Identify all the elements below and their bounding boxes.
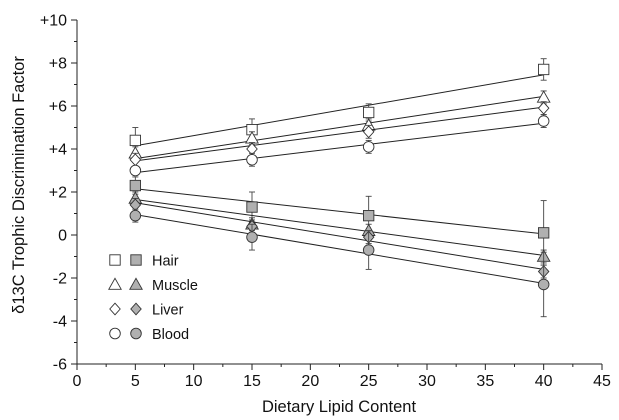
x-tick-label: 30 bbox=[418, 373, 436, 390]
x-axis-title: Dietary Lipid Content bbox=[262, 398, 416, 416]
x-tick-label: 10 bbox=[185, 373, 203, 390]
plot-area: 0 5 10 15 20 25 30 35 40 45 -6 -4 -2 0 +2 +4 +6 +8 +10 Hair… bbox=[40, 13, 611, 391]
blood-filled-fit-line bbox=[135, 214, 544, 284]
liver-open-point bbox=[362, 125, 375, 139]
liver-open-fit-line bbox=[135, 106, 544, 162]
muscle-filled-fit-line bbox=[135, 199, 544, 256]
hair-open-point bbox=[538, 63, 550, 76]
x-tick-label: 45 bbox=[593, 373, 611, 390]
legend-blood-label: Blood bbox=[152, 327, 189, 343]
y-tick-label: -6 bbox=[53, 357, 67, 374]
blood-filled-point bbox=[129, 209, 142, 222]
x-tick-label: 40 bbox=[535, 373, 553, 390]
y-tick-label: +10 bbox=[40, 13, 67, 30]
legend-liver-label: Liver bbox=[152, 303, 184, 319]
legend-liver-open-marker bbox=[109, 302, 121, 316]
hair-filled-point bbox=[538, 227, 550, 239]
blood-open-point bbox=[129, 164, 142, 177]
y-tick-label: +6 bbox=[49, 99, 67, 116]
hair-open-point bbox=[363, 106, 375, 119]
x-tick-label: 25 bbox=[360, 373, 378, 390]
hair-filled-point bbox=[129, 179, 141, 192]
y-tick-label: +2 bbox=[49, 185, 67, 202]
y-axis-title: δ13C Trophic Discrimination Factor bbox=[10, 56, 28, 314]
legend-hair-open-marker bbox=[109, 254, 121, 266]
blood-open-fit-line bbox=[135, 122, 544, 174]
muscle-open-fit-line bbox=[135, 95, 544, 160]
blood-open-point bbox=[537, 115, 550, 127]
hair-open-point bbox=[129, 134, 141, 147]
x-tick-label: 35 bbox=[476, 373, 494, 390]
y-tick-label: -2 bbox=[53, 271, 67, 288]
blood-open-point bbox=[362, 141, 375, 153]
liver-filled-fit-line bbox=[135, 202, 544, 270]
hair-open-fit-line bbox=[135, 74, 544, 147]
legend-liver-filled-marker bbox=[130, 302, 142, 316]
hair-filled-fit-line bbox=[135, 188, 544, 235]
blood-filled-point bbox=[362, 244, 375, 256]
x-tick-label: 0 bbox=[73, 373, 82, 390]
blood-filled-point bbox=[246, 231, 258, 243]
legend-hair-label: Hair bbox=[152, 254, 179, 270]
legend-blood-filled-marker bbox=[130, 327, 142, 340]
liver-open-point bbox=[537, 101, 550, 115]
legend-blood-open-marker bbox=[109, 327, 121, 340]
blood-open-point bbox=[246, 153, 258, 166]
hair-filled-point bbox=[246, 201, 258, 213]
legend-hair-filled-marker bbox=[130, 254, 142, 266]
x-tick-label: 15 bbox=[243, 373, 261, 390]
x-tick-label: 20 bbox=[301, 373, 319, 390]
legend-muscle-filled-marker bbox=[129, 277, 143, 290]
legend-muscle-label: Muscle bbox=[152, 278, 198, 294]
y-tick-label: -4 bbox=[53, 314, 67, 331]
legend-muscle-open-marker bbox=[108, 277, 122, 290]
blood-filled-point bbox=[537, 278, 550, 291]
hair-filled-point bbox=[363, 209, 375, 222]
x-tick-label: 5 bbox=[131, 373, 140, 390]
y-tick-label: 0 bbox=[58, 228, 67, 245]
y-tick-label: +8 bbox=[49, 56, 67, 73]
y-tick-label: +4 bbox=[49, 142, 67, 159]
